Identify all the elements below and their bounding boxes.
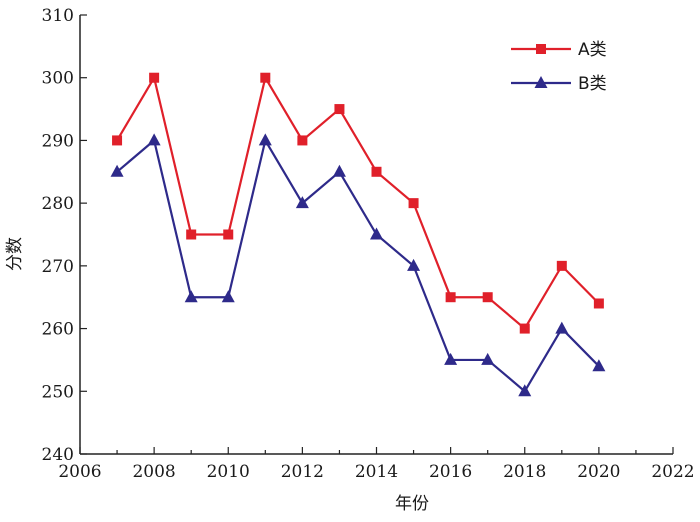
legend-label: B类 [578, 74, 607, 94]
series-b-point [481, 352, 495, 365]
series-a-point [334, 104, 345, 115]
series-a-point [482, 292, 493, 303]
series-a-point [593, 298, 604, 309]
series-b-point [332, 164, 346, 177]
y-axis-title: 分数 [5, 237, 25, 271]
x-tick-label: 2018 [503, 462, 546, 482]
x-tick-label: 2014 [355, 462, 398, 482]
legend-item-a: A类 [511, 40, 607, 60]
series-a-line [116, 74, 600, 331]
y-tick-label: 280 [42, 194, 74, 214]
x-tick-label: 2010 [207, 462, 250, 482]
series-b-point [518, 384, 532, 397]
y-tick-label: 260 [42, 320, 74, 340]
series-b-point [295, 196, 309, 209]
y-tick-label: 290 [42, 131, 74, 151]
series-a [112, 72, 604, 334]
series-b-point [184, 290, 198, 303]
x-tick-label: 2022 [651, 462, 694, 482]
series-b-point [110, 164, 124, 177]
series-a-point [445, 292, 456, 303]
x-tick-label: 2012 [281, 462, 324, 482]
series-a-point [297, 135, 308, 146]
series-a-point [556, 260, 567, 271]
series-b-point [147, 133, 161, 146]
series-a-point [149, 72, 160, 83]
x-tick-label: 2020 [577, 462, 620, 482]
legend: A类 B类 [511, 40, 607, 94]
legend-marker [534, 76, 548, 88]
series-b-point [221, 290, 235, 303]
x-tick-label: 2016 [429, 462, 472, 482]
series-a-point [260, 72, 271, 83]
series-b-line [116, 137, 600, 393]
x-tick-label: 2008 [132, 462, 175, 482]
axes: 240 250 260 270 280 290 300 310 2006 2008 2010 2012… [42, 6, 695, 482]
series-a-point [519, 323, 530, 334]
series-a-point [408, 198, 419, 209]
series-b [110, 133, 606, 397]
legend-marker [536, 44, 546, 54]
y-tick-label: 270 [42, 257, 74, 277]
series-b-point [555, 321, 569, 334]
y-tick-label: 300 [42, 69, 74, 89]
y-tick-label: 250 [42, 382, 74, 402]
series-b-point [407, 258, 421, 271]
series-a-point [371, 166, 382, 177]
series-a-point [186, 229, 197, 240]
series-layer [110, 72, 606, 397]
legend-label: A类 [578, 40, 607, 60]
series-b-point [370, 227, 383, 240]
y-tick-label: 240 [42, 445, 74, 465]
x-tick-label: 2006 [58, 462, 101, 482]
y-tick-label: 310 [42, 6, 74, 26]
x-axis-title: 年份 [395, 494, 429, 514]
series-b-point [258, 133, 272, 146]
series-a-point [223, 229, 234, 240]
series-b-point [444, 352, 458, 365]
series-a-point [112, 135, 123, 146]
series-b-point [592, 359, 606, 372]
legend-item-b: B类 [511, 74, 607, 94]
